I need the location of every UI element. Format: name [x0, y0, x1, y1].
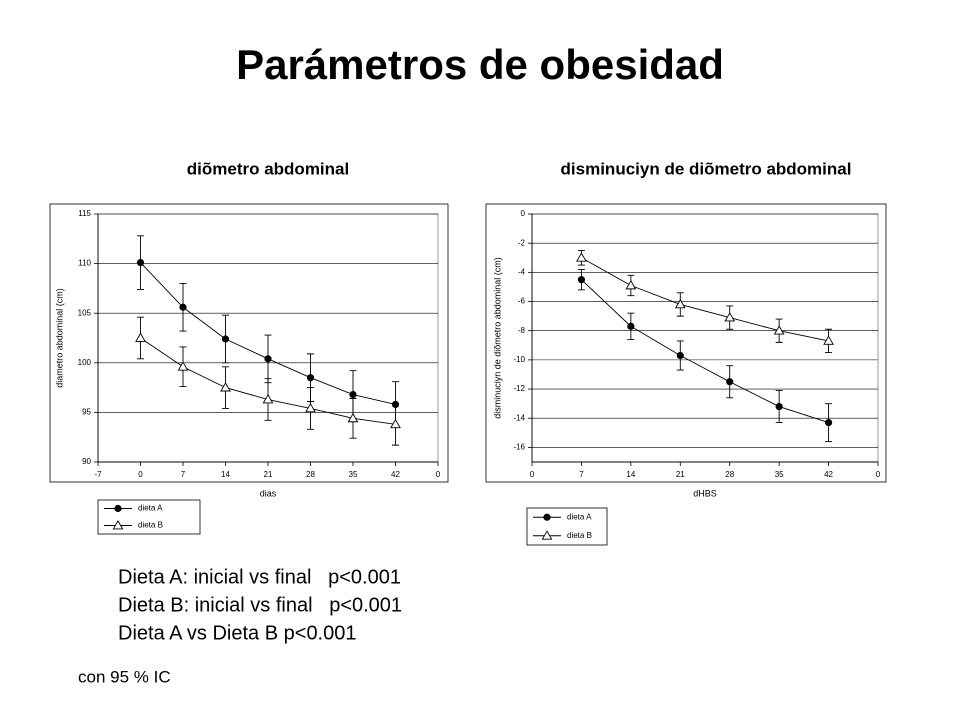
y-tick-label: -8: [518, 326, 526, 335]
plot-area: [531, 213, 879, 463]
marker: [221, 335, 230, 343]
legend-label: dieta A: [567, 512, 592, 521]
y-tick-label: -12: [513, 384, 525, 393]
x-tick-label: 28: [306, 470, 315, 479]
marker: [177, 361, 189, 371]
note: Dieta B: inicial vs final p<0.001: [118, 594, 402, 616]
marker: [179, 303, 187, 311]
legend-marker: [543, 513, 551, 521]
x-tick-label: 0: [876, 470, 881, 479]
y-tick-label: -14: [513, 413, 525, 422]
y-tick-label: -16: [513, 443, 525, 452]
x-tick-label: 21: [264, 470, 273, 479]
chart-frame: [49, 203, 449, 483]
series-line: [581, 257, 829, 342]
marker: [627, 322, 635, 330]
y-tick-label: 95: [82, 408, 91, 417]
marker: [676, 351, 684, 360]
y-tick-label: 0: [521, 209, 526, 218]
legend-marker: [112, 519, 124, 530]
marker: [823, 335, 834, 345]
note: Dieta A vs Dieta B p<0.001: [118, 622, 357, 644]
x-tick-label: 0: [138, 470, 143, 479]
x-tick-label: -7: [94, 470, 102, 479]
x-tick-label: 28: [725, 470, 734, 479]
marker: [773, 325, 785, 335]
legend-label: dieta B: [138, 521, 163, 530]
marker: [220, 382, 231, 392]
y-axis-label: disminuciyn de diõmetro abdominal (cm): [492, 257, 502, 419]
footnote: con 95 % IC: [78, 667, 171, 686]
marker: [135, 332, 146, 342]
y-tick-label: 90: [82, 457, 91, 466]
x-tick-label: 35: [775, 470, 784, 479]
note: Dieta A: inicial vs final p<0.001: [118, 566, 401, 588]
marker: [347, 412, 359, 423]
x-tick-label: 42: [391, 470, 400, 479]
marker: [775, 402, 783, 411]
legend-marker: [114, 504, 122, 513]
x-tick-label: 7: [579, 470, 584, 479]
x-axis-label: dias: [260, 488, 277, 498]
legend: [526, 507, 608, 546]
y-tick-label: 110: [78, 259, 91, 268]
y-tick-label: 105: [78, 308, 92, 317]
marker: [726, 378, 734, 386]
marker: [577, 276, 586, 284]
chart-frame: [485, 203, 887, 483]
y-tick-label: -6: [518, 297, 526, 306]
marker: [136, 259, 145, 267]
y-axis-label: diametro abdominal (cm): [54, 288, 64, 388]
x-tick-label: 21: [676, 470, 685, 479]
marker: [390, 418, 401, 429]
chart-title: diõmetro abdominal: [187, 159, 349, 178]
y-tick-label: -2: [518, 238, 526, 247]
marker: [674, 298, 686, 309]
marker: [625, 279, 637, 290]
x-tick-label: 42: [824, 470, 833, 479]
x-axis-label: dHBS: [693, 488, 717, 498]
x-tick-label: 14: [221, 470, 230, 479]
slide-title: Parámetros de obesidad: [236, 41, 724, 88]
x-tick-label: 14: [626, 470, 635, 479]
marker: [824, 419, 833, 427]
marker: [262, 394, 274, 404]
x-tick-label: 0: [436, 470, 441, 479]
legend-marker: [541, 530, 553, 540]
x-tick-label: 35: [349, 470, 358, 479]
marker: [264, 355, 272, 363]
y-tick-label: 115: [78, 209, 91, 218]
x-tick-label: 0: [530, 470, 535, 479]
series-line: [581, 279, 829, 424]
marker: [724, 312, 736, 322]
chart-title: disminuciyn de diõmetro abdominal: [561, 159, 852, 178]
y-tick-label: 100: [78, 358, 92, 367]
marker: [349, 390, 357, 399]
y-tick-label: -10: [513, 355, 525, 364]
marker: [305, 402, 316, 413]
marker: [576, 252, 587, 262]
marker: [306, 374, 315, 382]
y-tick-label: -4: [518, 267, 526, 276]
legend-label: dieta A: [138, 504, 163, 513]
x-tick-label: 7: [181, 470, 186, 479]
legend-label: dieta B: [567, 531, 592, 540]
